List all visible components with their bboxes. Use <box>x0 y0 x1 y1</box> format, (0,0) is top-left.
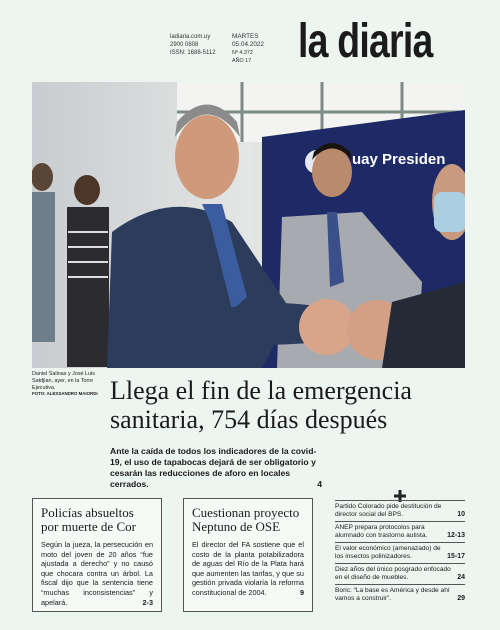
page-ref: 2-3 <box>142 597 153 607</box>
brief-text: Partido Colorado pide destitución de dir… <box>335 503 442 519</box>
story-body: Según la jueza, la persecución en moto d… <box>41 540 153 607</box>
story-body: El director del FA sostiene que el costo… <box>192 540 304 598</box>
page-ref: 24 <box>457 574 465 581</box>
brief: 12-13 ANEP prepara protocolos para alumna… <box>335 521 465 542</box>
body-text: Según la jueza, la persecución en moto d… <box>41 540 153 607</box>
page-ref: 29 <box>457 595 465 602</box>
body-text: El director del FA sostiene que el costo… <box>192 540 304 597</box>
phone: 2900 0808 <box>170 42 199 48</box>
bystanders <box>32 163 109 367</box>
logo: la diaria <box>298 15 433 68</box>
brief-text: Boric: “La base es América y desde ahí v… <box>335 587 450 603</box>
photo-credit: FOTO: ALESSANDRO MAIORDI <box>32 391 98 397</box>
page-ref: 12-13 <box>447 532 465 539</box>
date: 05.04.2022 <box>232 41 264 48</box>
issue: Nº 4.372 <box>232 50 253 56</box>
story-title: Cuestionan proyecto Neptuno de OSE <box>192 505 300 534</box>
page-ref: 4 <box>317 479 322 489</box>
page-ref: 10 <box>457 511 465 518</box>
story-title: Policías absueltos por muerte de Cor <box>41 505 136 534</box>
year: AÑO 17 <box>232 58 252 64</box>
brief-text: El valor económico (amenazado) de los in… <box>335 545 441 561</box>
story-box: Policías absueltos por muerte de Cor Seg… <box>32 498 162 612</box>
weekday: MARTES <box>232 33 259 40</box>
banner-text: uay Presiden <box>352 151 445 168</box>
brief-text: Diez años del único posgrado enfocado en… <box>335 566 451 582</box>
website: ladiaria.com.uy <box>170 34 211 40</box>
brief-text: ANEP prepara protocolos para alumnado co… <box>335 524 428 540</box>
photo: uay Presiden <box>32 82 465 368</box>
lead-headline: Llega el fin de la emergencia sanitaria,… <box>110 376 412 434</box>
issn: ISSN: 1688-5112 <box>170 50 216 56</box>
photo-caption: Daniel Salinas y José Luis Satdjian, aye… <box>32 371 108 398</box>
story-box: Cuestionan proyecto Neptuno de OSE El di… <box>183 498 313 612</box>
brief: 10 Partido Colorado pide destitución de d… <box>335 500 465 521</box>
fist-bump <box>212 164 465 368</box>
edition: MARTES 05.04.2022 Nº 4.372 AÑO 17 <box>232 33 264 65</box>
briefs: 10 Partido Colorado pide destitución de d… <box>335 500 465 605</box>
lead-summary: Ante la caída de todos los indicadores d… <box>110 446 322 490</box>
brief: 29 Boric: “La base es América y desde ahí… <box>335 584 465 605</box>
caption-text: Daniel Salinas y José Luis Satdjian, aye… <box>32 371 95 391</box>
page-ref: 15-17 <box>447 553 465 560</box>
brief: 15-17 El valor económico (amenazado) de l… <box>335 542 465 563</box>
plus-icon <box>394 490 406 502</box>
summary-text: Ante la caída de todos los indicadores d… <box>110 446 317 489</box>
brief: 24 Diez años del único posgrado enfocado … <box>335 563 465 584</box>
page-ref: 9 <box>299 587 304 597</box>
contact: ladiaria.com.uy 2900 0808 ISSN: 1688-511… <box>170 33 216 57</box>
